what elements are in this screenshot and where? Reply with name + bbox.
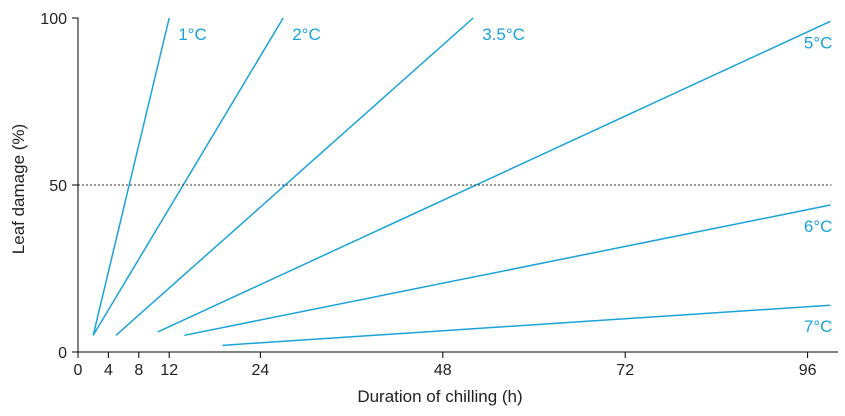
series-labels-group: 1°C 2°C 3.5°C 5°C 6°C 7°C (178, 25, 832, 336)
series-label-2-C: 2°C (292, 25, 321, 44)
x-tick-label-12: 12 (160, 362, 178, 379)
series-label-6-C: 6°C (804, 217, 833, 236)
series-line-2-C (92, 17, 284, 336)
x-tick-label-8: 8 (134, 362, 143, 379)
y-axis-title: Leaf damage (%) (9, 124, 28, 254)
series-label-3-5-C: 3.5°C (482, 25, 525, 44)
x-tick-label-72: 72 (616, 362, 634, 379)
x-ticks-group: 0 4 8 12 24 48 72 96 (74, 352, 817, 379)
x-tick-label-24: 24 (252, 362, 270, 379)
x-tick-label-96: 96 (799, 362, 817, 379)
series-label-7-C: 7°C (804, 317, 833, 336)
x-tick-label-4: 4 (104, 362, 113, 379)
series-line-1-C (92, 17, 170, 336)
series-line-5-C (157, 20, 831, 333)
y-ticks-group: 0 50 100 (40, 11, 78, 362)
series-lines-group (92, 17, 831, 347)
series-label-1-C: 1°C (178, 25, 207, 44)
x-axis-title: Duration of chilling (h) (357, 387, 522, 406)
series-line-3-5-C (115, 17, 474, 336)
y-tick-label-50: 50 (49, 178, 67, 195)
y-tick-label-0: 0 (58, 345, 67, 362)
x-tick-label-48: 48 (434, 362, 452, 379)
y-tick-label-100: 100 (40, 11, 67, 28)
series-line-7-C (222, 304, 831, 347)
series-line-6-C (184, 204, 831, 337)
x-tick-label-0: 0 (74, 362, 83, 379)
series-label-5-C: 5°C (804, 33, 833, 52)
